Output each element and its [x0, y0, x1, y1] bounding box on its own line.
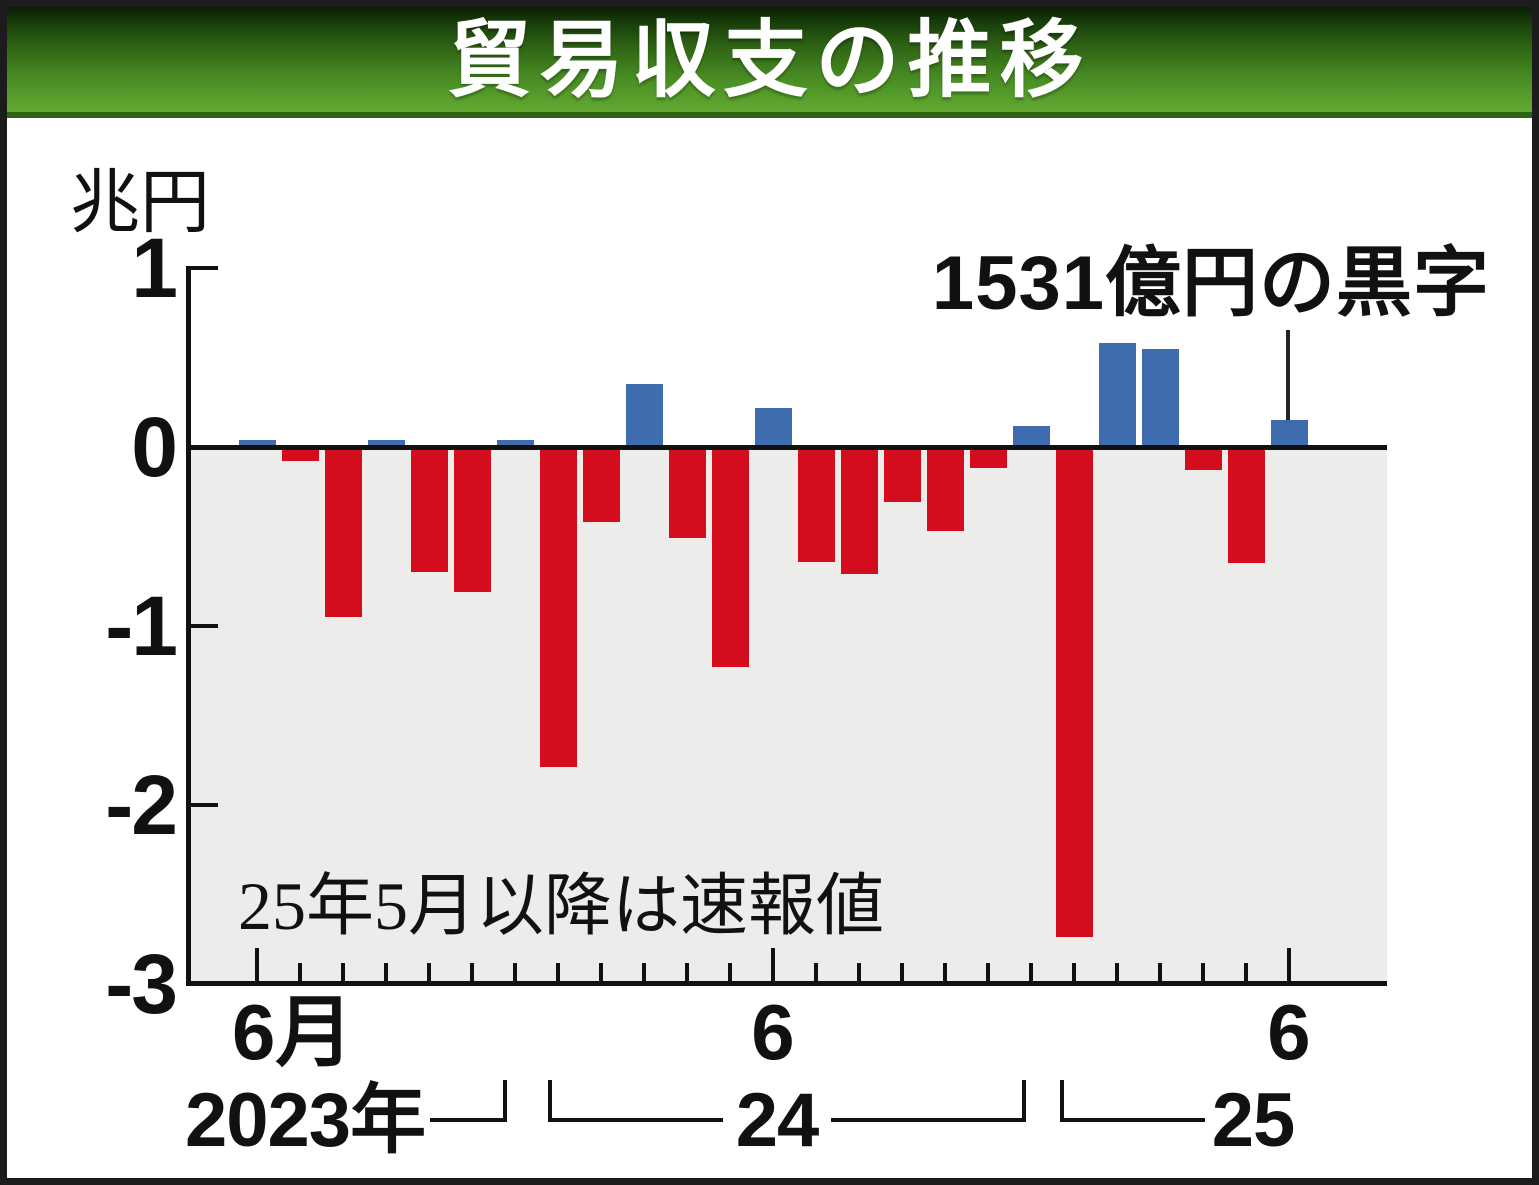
x-tick-2024-12	[1029, 963, 1033, 983]
bar-2023-11	[453, 447, 491, 592]
x-tick-2024-11	[986, 963, 990, 983]
y-tick-label-0: 0	[131, 400, 178, 494]
year-24-bracket-start	[548, 1080, 552, 1122]
x-tick-2023-10	[427, 963, 431, 983]
x-tick-2025-03	[1158, 963, 1162, 983]
year-24-bracket-end	[1022, 1080, 1026, 1122]
bar-2024-08	[840, 447, 878, 575]
annotation-leader-line	[1286, 330, 1290, 420]
y-axis-unit-label: 兆円	[70, 163, 210, 241]
bar-2024-04	[668, 447, 706, 539]
bar-2023-12	[496, 439, 534, 447]
x-tick-2024-07	[814, 963, 818, 983]
bar-2024-09	[883, 447, 921, 503]
x-label-june-2023: 6月	[232, 988, 354, 1076]
bar-2024-02	[582, 447, 620, 523]
x-tick-2025-02	[1115, 963, 1119, 983]
bar-2025-04	[1184, 447, 1222, 471]
year-2023-bracket-end	[503, 1080, 507, 1122]
page-title: 貿易収支の推移	[447, 12, 1092, 107]
y-tick-label--1: -1	[105, 579, 178, 673]
bar-2025-02	[1098, 343, 1136, 447]
year-24-bracket-line-right	[831, 1118, 1026, 1122]
x-label-june-2024: 6	[751, 988, 795, 1076]
x-tick-2025-05	[1244, 963, 1248, 983]
year-2023-bracket-line	[430, 1118, 507, 1122]
bar-2024-03	[625, 384, 663, 447]
y-tick-mark--2	[188, 803, 218, 807]
x-tick-2024-08	[857, 963, 861, 983]
x-tick-2023-12	[513, 963, 517, 983]
bar-2025-06	[1270, 420, 1308, 447]
x-tick-2023-11	[470, 963, 474, 983]
bar-2024-07	[797, 447, 835, 562]
bar-2023-09	[367, 439, 405, 447]
x-tick-2023-07	[298, 963, 302, 983]
bar-2024-06	[754, 407, 792, 447]
year-25-bracket-start	[1060, 1080, 1064, 1122]
bar-2025-01	[1055, 447, 1093, 938]
x-tick-2024-01	[556, 963, 560, 983]
preliminary-note: 25年5月以降は速報値	[238, 868, 885, 944]
y-tick-mark-1	[188, 266, 218, 270]
bar-2023-08	[324, 447, 362, 618]
zero-baseline	[186, 445, 1387, 450]
x-tick-2024-06	[771, 948, 775, 983]
x-label-year-2023: 2023年	[185, 1078, 426, 1163]
x-tick-2024-02	[599, 963, 603, 983]
x-tick-2024-04	[685, 963, 689, 983]
bar-2024-01	[539, 447, 577, 768]
bar-2024-11	[969, 447, 1007, 469]
y-tick-label--2: -2	[105, 758, 178, 852]
x-tick-2024-05	[728, 963, 732, 983]
x-tick-2023-09	[384, 963, 388, 983]
x-tick-2025-04	[1201, 963, 1205, 983]
y-tick-label-1: 1	[131, 221, 178, 315]
x-tick-2024-10	[943, 963, 947, 983]
bar-2025-05	[1227, 447, 1265, 564]
x-tick-2023-06	[255, 948, 259, 983]
bar-2023-07	[281, 447, 319, 462]
x-label-year-24: 24	[735, 1078, 820, 1163]
y-tick-label--3: -3	[105, 937, 178, 1031]
x-label-june-2025: 6	[1267, 988, 1311, 1076]
x-tick-2025-01	[1072, 963, 1076, 983]
bar-2024-12	[1012, 425, 1050, 447]
x-axis-line	[186, 981, 1387, 986]
plot-negative-background	[188, 447, 1387, 983]
x-tick-2024-09	[900, 963, 904, 983]
x-tick-2023-08	[341, 963, 345, 983]
x-tick-2024-03	[642, 963, 646, 983]
y-tick-mark--1	[188, 624, 218, 628]
annotation-label: 1531億円の黒字	[931, 241, 1490, 326]
x-label-year-25: 25	[1211, 1078, 1296, 1163]
bar-2023-10	[410, 447, 448, 573]
bar-2024-05	[711, 447, 749, 668]
bar-2023-06	[238, 439, 276, 447]
year-24-bracket-line-left	[548, 1118, 723, 1122]
year-25-bracket-line	[1060, 1118, 1205, 1122]
bar-2024-10	[926, 447, 964, 532]
title-banner: 貿易収支の推移	[7, 7, 1532, 118]
bar-2025-03	[1141, 348, 1179, 447]
x-tick-2025-06	[1287, 948, 1291, 983]
